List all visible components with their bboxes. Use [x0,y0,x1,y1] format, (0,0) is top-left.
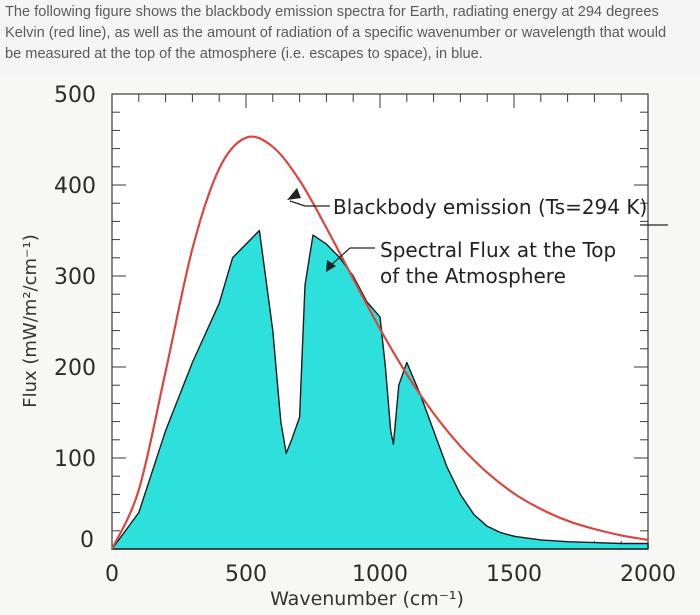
x-tick-label: 0 [105,562,119,587]
toa-spectral-flux-area [111,229,649,550]
toa-arrow-head [326,260,336,272]
y-tick-label: 400 [54,174,96,199]
blackbody-label-leader [289,200,306,207]
toa-flux-label-line-2: of the Atmosphere [380,264,566,288]
chart-panel: 0 500 1000 1500 2000 0 100 200 300 400 500 Blackbo… [0,76,700,615]
y-tick-label: 200 [54,356,96,381]
blackbody-spectrum-chart: 0 500 1000 1500 2000 0 100 200 300 400 500 Blackbo… [20,83,676,610]
y-tick-label: 500 [54,83,96,108]
x-tick-label: 1500 [486,562,542,587]
blackbody-emission-curve [110,135,649,550]
x-tick-label: 1000 [352,562,408,587]
blackbody-emission-label: Blackbody emission (Ts=294 K) [333,195,647,219]
y-axis-title: Flux (mW/m²/cm⁻¹) [20,234,41,408]
toa-flux-label-line-1: Spectral Flux at the Top [380,238,616,262]
y-tick-label: 100 [54,447,96,472]
x-tick-label: 2000 [620,562,676,587]
x-axis-title: Wavenumber (cm⁻¹) [270,588,464,610]
x-tick-label: 500 [225,562,267,587]
intro-text: The following figure shows the blackbody… [5,2,695,65]
intro-line-1: The following figure shows the blackbody… [5,4,659,20]
blackbody-arrow-head [287,188,301,200]
y-tick-label: 300 [54,265,96,290]
intro-line-3: be measured at the top of the atmosphere… [5,46,483,62]
y-tick-label: 0 [80,528,94,553]
intro-line-2: Kelvin (red line), as well as the amount… [5,25,667,41]
toa-label-leader [329,247,351,267]
